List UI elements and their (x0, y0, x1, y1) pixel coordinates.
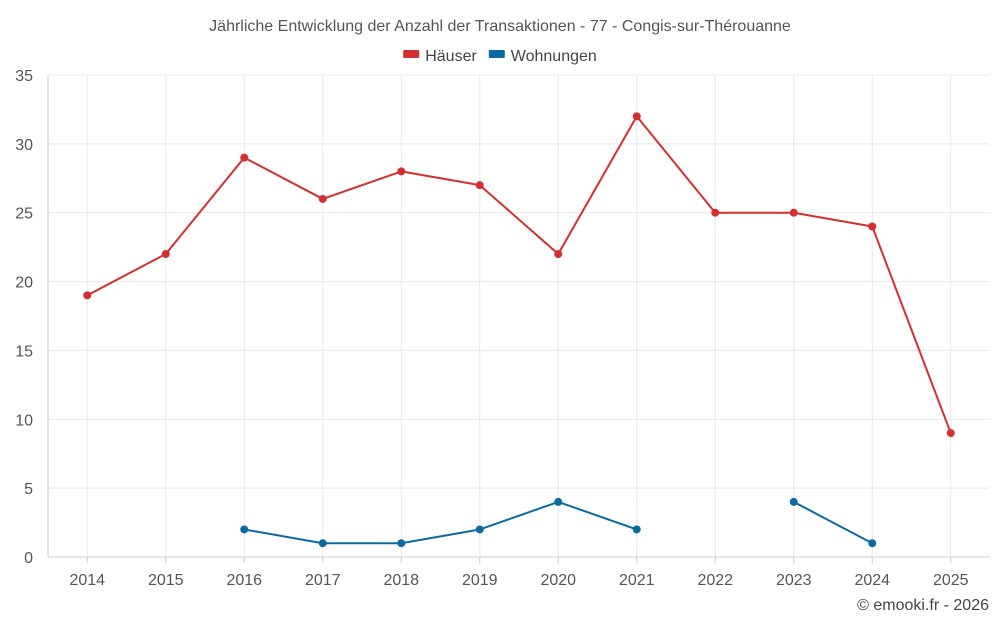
data-point[interactable] (554, 250, 563, 259)
data-point[interactable] (397, 539, 406, 548)
data-point[interactable] (711, 208, 720, 217)
chart-title: Jährliche Entwicklung der Anzahl der Tra… (209, 18, 791, 35)
y-tick-label: 20 (15, 275, 33, 292)
series-0 (83, 112, 955, 438)
x-tick-label: 2017 (305, 572, 341, 589)
x-tick-label: 2014 (69, 572, 105, 589)
data-point[interactable] (632, 112, 641, 121)
series-line (793, 501, 873, 545)
data-point[interactable] (789, 497, 798, 506)
x-axis: 2014 2015 2016 2017 2018 2019 2020 2021 2022 2023… (69, 557, 969, 589)
y-tick-label: 10 (15, 412, 33, 429)
data-point[interactable] (868, 539, 877, 548)
data-point[interactable] (632, 525, 641, 534)
x-tick-label: 2021 (619, 572, 655, 589)
legend-item[interactable]: Wohnungen (488, 48, 597, 65)
y-tick-label: 25 (15, 206, 33, 223)
y-axis: 0 5 10 15 20 25 30 35 (15, 68, 33, 567)
x-tick-label: 2016 (226, 572, 262, 589)
legend-swatch (403, 50, 420, 58)
grid (47, 74, 990, 558)
x-tick-label: 2015 (148, 572, 184, 589)
x-tick-label: 2020 (540, 572, 576, 589)
legend: Häuser Wohnungen (403, 48, 597, 65)
x-tick-label: 2018 (383, 572, 419, 589)
x-tick-label: 2022 (697, 572, 733, 589)
series-line (244, 500, 638, 545)
x-tick-label: 2023 (776, 572, 812, 589)
y-tick-label: 35 (15, 68, 33, 85)
data-point[interactable] (554, 497, 563, 506)
legend-swatch (488, 50, 505, 58)
y-tick-label: 30 (15, 137, 33, 154)
legend-label: Wohnungen (511, 48, 597, 65)
x-tick-label: 2024 (854, 572, 890, 589)
series-1 (240, 497, 877, 548)
series-line (86, 115, 952, 434)
data-point[interactable] (318, 539, 327, 548)
y-tick-label: 15 (15, 343, 33, 360)
data-point[interactable] (789, 208, 798, 217)
data-point[interactable] (161, 250, 170, 259)
data-point[interactable] (240, 525, 249, 534)
data-point[interactable] (946, 429, 955, 438)
data-point[interactable] (868, 222, 877, 231)
data-point[interactable] (240, 153, 249, 162)
data-point[interactable] (83, 291, 92, 300)
x-tick-label: 2019 (462, 572, 498, 589)
series-layer (83, 112, 955, 548)
data-point[interactable] (318, 194, 327, 203)
legend-label: Häuser (425, 48, 477, 65)
data-point[interactable] (475, 525, 484, 534)
y-tick-label: 0 (24, 550, 33, 567)
y-tick-label: 5 (24, 481, 33, 498)
legend-item[interactable]: Häuser (403, 48, 477, 65)
data-point[interactable] (475, 181, 484, 190)
credit-text: © emooki.fr - 2026 (857, 597, 989, 614)
data-point[interactable] (397, 167, 406, 176)
x-tick-label: 2025 (933, 572, 969, 589)
